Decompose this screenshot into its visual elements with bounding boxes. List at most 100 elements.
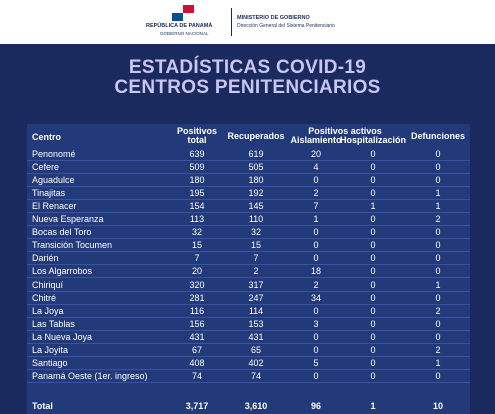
cell-value: 145	[248, 201, 264, 212]
cell-value: 114	[248, 305, 264, 316]
center-name: Bocas del Toro	[32, 227, 92, 238]
cell-value: 0	[370, 253, 376, 264]
cell-value: 0	[370, 227, 376, 238]
cell-value: 0	[435, 370, 441, 381]
cell-value: 0	[370, 318, 376, 329]
center-name: Transición Tocumen	[32, 240, 113, 251]
cell-value: 195	[189, 188, 205, 199]
cell-value: 1	[435, 279, 441, 290]
center-name: Chiriquí	[32, 279, 64, 290]
cell-value: 0	[313, 240, 319, 251]
cell-value: 1	[313, 214, 319, 225]
cell-value: 0	[313, 331, 319, 342]
center-name: Santiago	[32, 357, 68, 368]
center-name: El Renacer	[32, 201, 77, 212]
cell-value: 15	[191, 240, 202, 251]
cell-value: 0	[370, 331, 376, 342]
cell-value: 247	[248, 292, 264, 303]
flag	[172, 5, 194, 21]
cell-value: 20	[310, 149, 321, 159]
center-name: Darién	[32, 253, 59, 264]
cell-value: 1	[435, 357, 441, 368]
cell-value: 0	[370, 214, 376, 225]
cell-value: 0	[435, 266, 441, 277]
cell-value: 180	[189, 175, 205, 186]
row-rule	[27, 160, 470, 161]
row-rule	[27, 290, 470, 292]
column-header: Centro	[32, 132, 61, 142]
center-name: Tinajitas	[32, 188, 66, 199]
cell-value: 5	[313, 357, 319, 368]
title-line: ESTADÍSTICAS COVID-19	[128, 57, 367, 78]
center-name: La Joyita	[32, 344, 69, 355]
cell-value: 0	[435, 175, 441, 186]
cell-value: 2	[313, 279, 319, 290]
row-rule	[27, 225, 470, 227]
cell-value: 0	[313, 370, 319, 381]
cell-value: 0	[370, 292, 376, 303]
cell-value: 320	[189, 279, 205, 290]
cell-value: 74	[191, 370, 202, 381]
cell-value: 2	[435, 305, 441, 316]
center-name: Las Tablas	[32, 318, 75, 329]
cell-value: 0	[370, 162, 376, 173]
cell-value: 0	[435, 227, 441, 238]
row-rule	[27, 355, 470, 357]
cell-value: 0	[370, 357, 376, 368]
cell-value: 0	[435, 149, 441, 159]
cell-value: 2	[313, 188, 319, 199]
cell-value: 156	[189, 318, 205, 329]
cell-value: 0	[370, 370, 376, 381]
center-name: Aguadulce	[32, 175, 75, 186]
ministry: MINISTERIO DE GOBIERNO	[237, 15, 310, 21]
cell-value: 67	[191, 344, 202, 355]
cell-value: 281	[189, 292, 205, 303]
cell-value: 32	[250, 227, 261, 238]
cell-value: 7	[253, 253, 259, 264]
row-rule	[27, 251, 470, 253]
cell-value: 431	[248, 331, 264, 342]
center-name: La Joya	[32, 305, 64, 316]
title-line: CENTROS PENITENCIARIOS	[114, 77, 381, 98]
cell-value: 153	[248, 318, 264, 329]
cell-value: 402	[248, 357, 264, 368]
cell-value: 1	[435, 188, 441, 199]
row-rule	[27, 381, 470, 383]
cell-value: 154	[189, 201, 205, 212]
cell-value: 34	[310, 292, 321, 303]
row-rule	[27, 303, 470, 305]
total-label: Total	[32, 400, 53, 411]
cell-value: 0	[435, 162, 441, 173]
cell-value: 0	[435, 318, 441, 329]
column-header: Recuperados	[227, 131, 285, 141]
center-name: Cefere	[32, 162, 60, 173]
cell-value: 0	[435, 253, 441, 264]
cell-value: 2	[435, 214, 441, 225]
divider	[231, 8, 232, 36]
cell-value: 0	[370, 149, 376, 159]
cell-value: 408	[189, 357, 205, 368]
column-header: Hospitalización	[339, 135, 406, 145]
total-value: 3,610	[244, 400, 268, 411]
group-header: Positivos activos	[308, 126, 382, 136]
column-header: Positivos total	[177, 126, 218, 145]
column-header: Defunciones	[410, 131, 465, 141]
cell-value: 7	[313, 201, 319, 212]
center-name: Penonomé	[32, 149, 76, 159]
cell-value: 0	[370, 240, 376, 251]
cell-value: 0	[370, 175, 376, 186]
cell-value: 639	[189, 149, 205, 159]
row-rule	[27, 277, 470, 279]
cell-value: 116	[189, 305, 205, 316]
row-rule	[27, 368, 470, 370]
total-value: 96	[310, 400, 321, 411]
cell-value: 110	[248, 214, 264, 225]
total-value: 10	[432, 400, 443, 411]
total-value: 3,717	[185, 400, 209, 411]
column-header: Aislamiento	[290, 135, 342, 145]
cell-value: 3	[313, 318, 319, 329]
row-rule	[27, 199, 470, 201]
cell-value: 7	[194, 253, 200, 264]
row-rule	[27, 173, 470, 175]
